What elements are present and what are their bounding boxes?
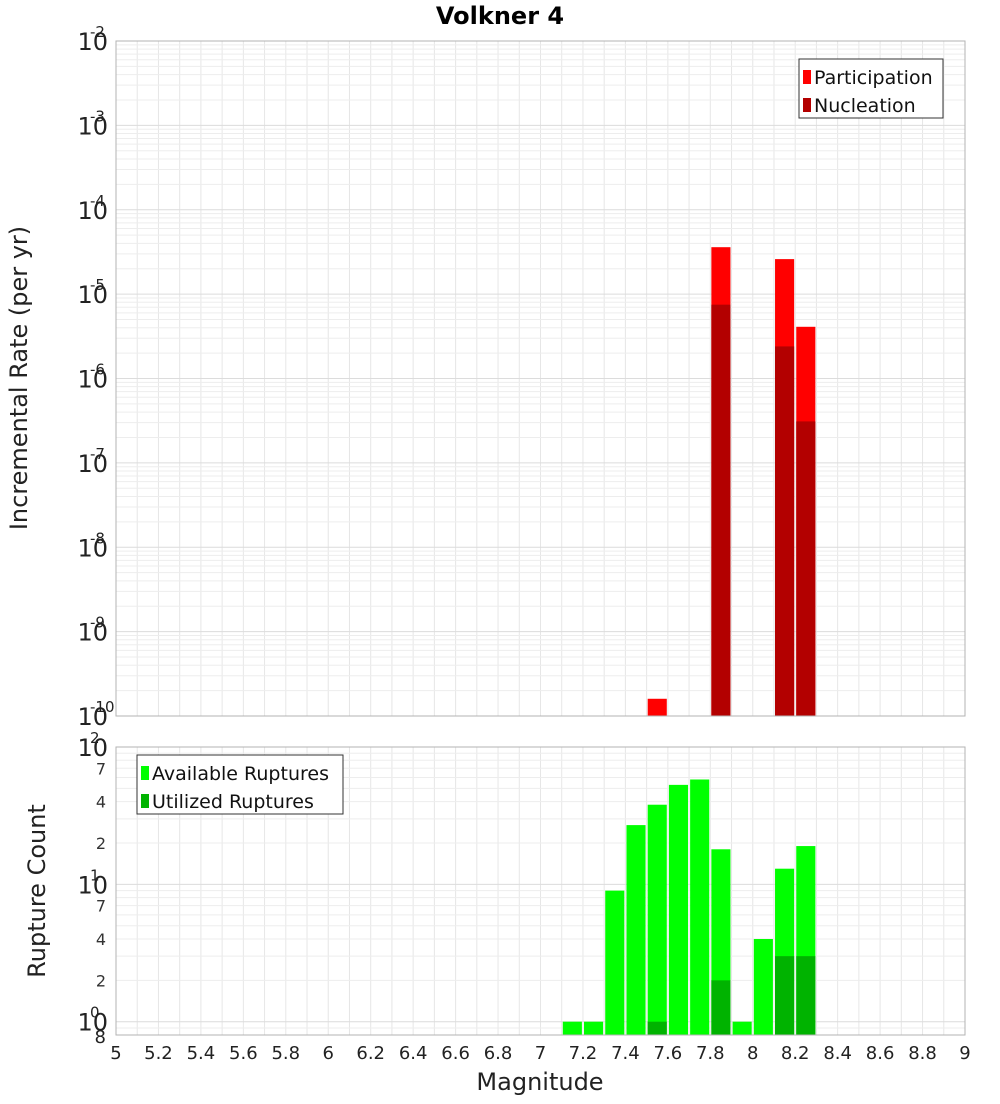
x-tick-label: 8.6	[866, 1043, 895, 1064]
bar-available-ruptures	[753, 939, 773, 1035]
y-tick-label: 10	[77, 871, 108, 899]
x-tick-label: 5.2	[144, 1043, 173, 1064]
legend-entry: Utilized Ruptures	[152, 791, 314, 813]
y-tick-exponent: -3	[90, 107, 105, 125]
bar-nucleation	[775, 346, 795, 716]
bar-utilized-ruptures	[647, 1021, 667, 1035]
x-tick-labels: 5 5.2 5.4 5.6 5.8 6 6.2 6.4 6.6 6.8 7 7.2 7.4 7.6 7.8 8…	[110, 1043, 970, 1064]
legend-swatch	[141, 794, 149, 808]
x-tick-label: 6.6	[441, 1043, 470, 1064]
legend-entry: Participation	[814, 67, 933, 89]
bottom-plot-frame	[115, 746, 966, 1036]
x-tick-label: 6	[323, 1043, 334, 1064]
y-tick-label: 10	[77, 112, 108, 140]
top-plot-bars	[647, 247, 816, 716]
bottom-y-axis-label: Rupture Count	[23, 804, 51, 978]
bar-available-ruptures	[690, 779, 710, 1035]
legend-swatch	[803, 98, 811, 112]
y-tick-exponent: 1	[90, 866, 100, 884]
top-y-axis-label: Incremental Rate (per yr)	[5, 226, 33, 530]
y-tick-label: 10	[77, 281, 108, 309]
y-minor-tick-label: 8	[95, 1027, 106, 1048]
top-plot-frame	[115, 40, 966, 717]
y-tick-exponent: 2	[90, 729, 100, 747]
x-tick-label: 6.4	[399, 1043, 428, 1064]
bottom-legend: Available Ruptures Utilized Ruptures	[136, 754, 344, 815]
y-minor-tick-label: 7	[96, 759, 106, 778]
bottom-plot-bars	[562, 779, 816, 1035]
bar-available-ruptures	[626, 825, 646, 1035]
y-minor-tick-label: 2	[96, 971, 106, 990]
top-legend: Participation Nucleation	[798, 58, 944, 119]
y-tick-label: 10	[77, 1009, 108, 1037]
y-tick-exponent: -5	[90, 276, 105, 294]
x-tick-label: 8	[747, 1043, 758, 1064]
y-tick-label: 10	[77, 734, 108, 762]
x-tick-label: 5	[110, 1043, 121, 1064]
y-tick-exponent: -10	[90, 698, 115, 716]
legend-swatch	[803, 70, 811, 84]
bar-utilized-ruptures	[796, 956, 816, 1035]
legend-entry: Available Ruptures	[152, 763, 329, 785]
legend-entry: Nucleation	[814, 95, 916, 117]
y-tick-exponent: 0	[90, 1004, 100, 1022]
legend-swatch	[141, 766, 149, 780]
x-tick-label: 8.8	[908, 1043, 937, 1064]
bar-utilized-ruptures	[775, 956, 795, 1035]
y-tick-label: 10	[77, 450, 108, 478]
y-tick-exponent: -6	[90, 361, 105, 379]
y-minor-tick-label: 7	[96, 897, 106, 916]
y-tick-label: 10	[77, 619, 108, 647]
y-tick-exponent: -4	[90, 192, 105, 210]
x-tick-label: 7.4	[611, 1043, 640, 1064]
x-tick-label: 5.4	[187, 1043, 216, 1064]
x-tick-label: 9	[959, 1043, 970, 1064]
y-tick-label: 10	[77, 28, 108, 56]
x-tick-label: 7.8	[696, 1043, 725, 1064]
legend-box	[136, 754, 344, 815]
y-minor-tick-label: 2	[96, 834, 106, 853]
chart-title: Volkner 4	[436, 2, 564, 30]
y-minor-tick-label: 4	[96, 930, 106, 949]
y-minor-tick-label: 4	[96, 793, 106, 812]
x-tick-label: 7.2	[569, 1043, 598, 1064]
y-tick-label: 10	[77, 703, 108, 731]
bar-available-ruptures	[605, 890, 625, 1035]
bar-nucleation	[711, 304, 731, 716]
y-tick-exponent: -2	[90, 23, 105, 41]
x-tick-label: 5.6	[229, 1043, 258, 1064]
x-tick-label: 7	[535, 1043, 546, 1064]
x-tick-label: 6.2	[356, 1043, 385, 1064]
bar-available-ruptures	[668, 784, 689, 1035]
bar-available-ruptures	[584, 1021, 604, 1035]
y-tick-label: 10	[77, 197, 108, 225]
bar-available-ruptures	[647, 804, 667, 1035]
bar-available-ruptures	[562, 1021, 582, 1035]
bar-utilized-ruptures	[711, 980, 731, 1035]
y-tick-exponent: -9	[90, 614, 105, 632]
x-tick-label: 8.2	[781, 1043, 810, 1064]
legend-box	[798, 58, 944, 119]
x-tick-label: 7.6	[654, 1043, 683, 1064]
y-tick-exponent: -7	[90, 445, 105, 463]
y-tick-exponent: -8	[90, 529, 105, 547]
bar-nucleation	[796, 421, 816, 716]
x-tick-label: 6.8	[484, 1043, 513, 1064]
bar-available-ruptures	[732, 1021, 752, 1035]
y-tick-label: 10	[77, 534, 108, 562]
x-axis-label: Magnitude	[476, 1068, 603, 1096]
y-tick-label: 10	[77, 366, 108, 394]
x-tick-label: 8.4	[823, 1043, 852, 1064]
top-plot-grid	[115, 40, 966, 717]
bar-participation	[647, 698, 667, 716]
x-tick-label: 5.8	[271, 1043, 300, 1064]
